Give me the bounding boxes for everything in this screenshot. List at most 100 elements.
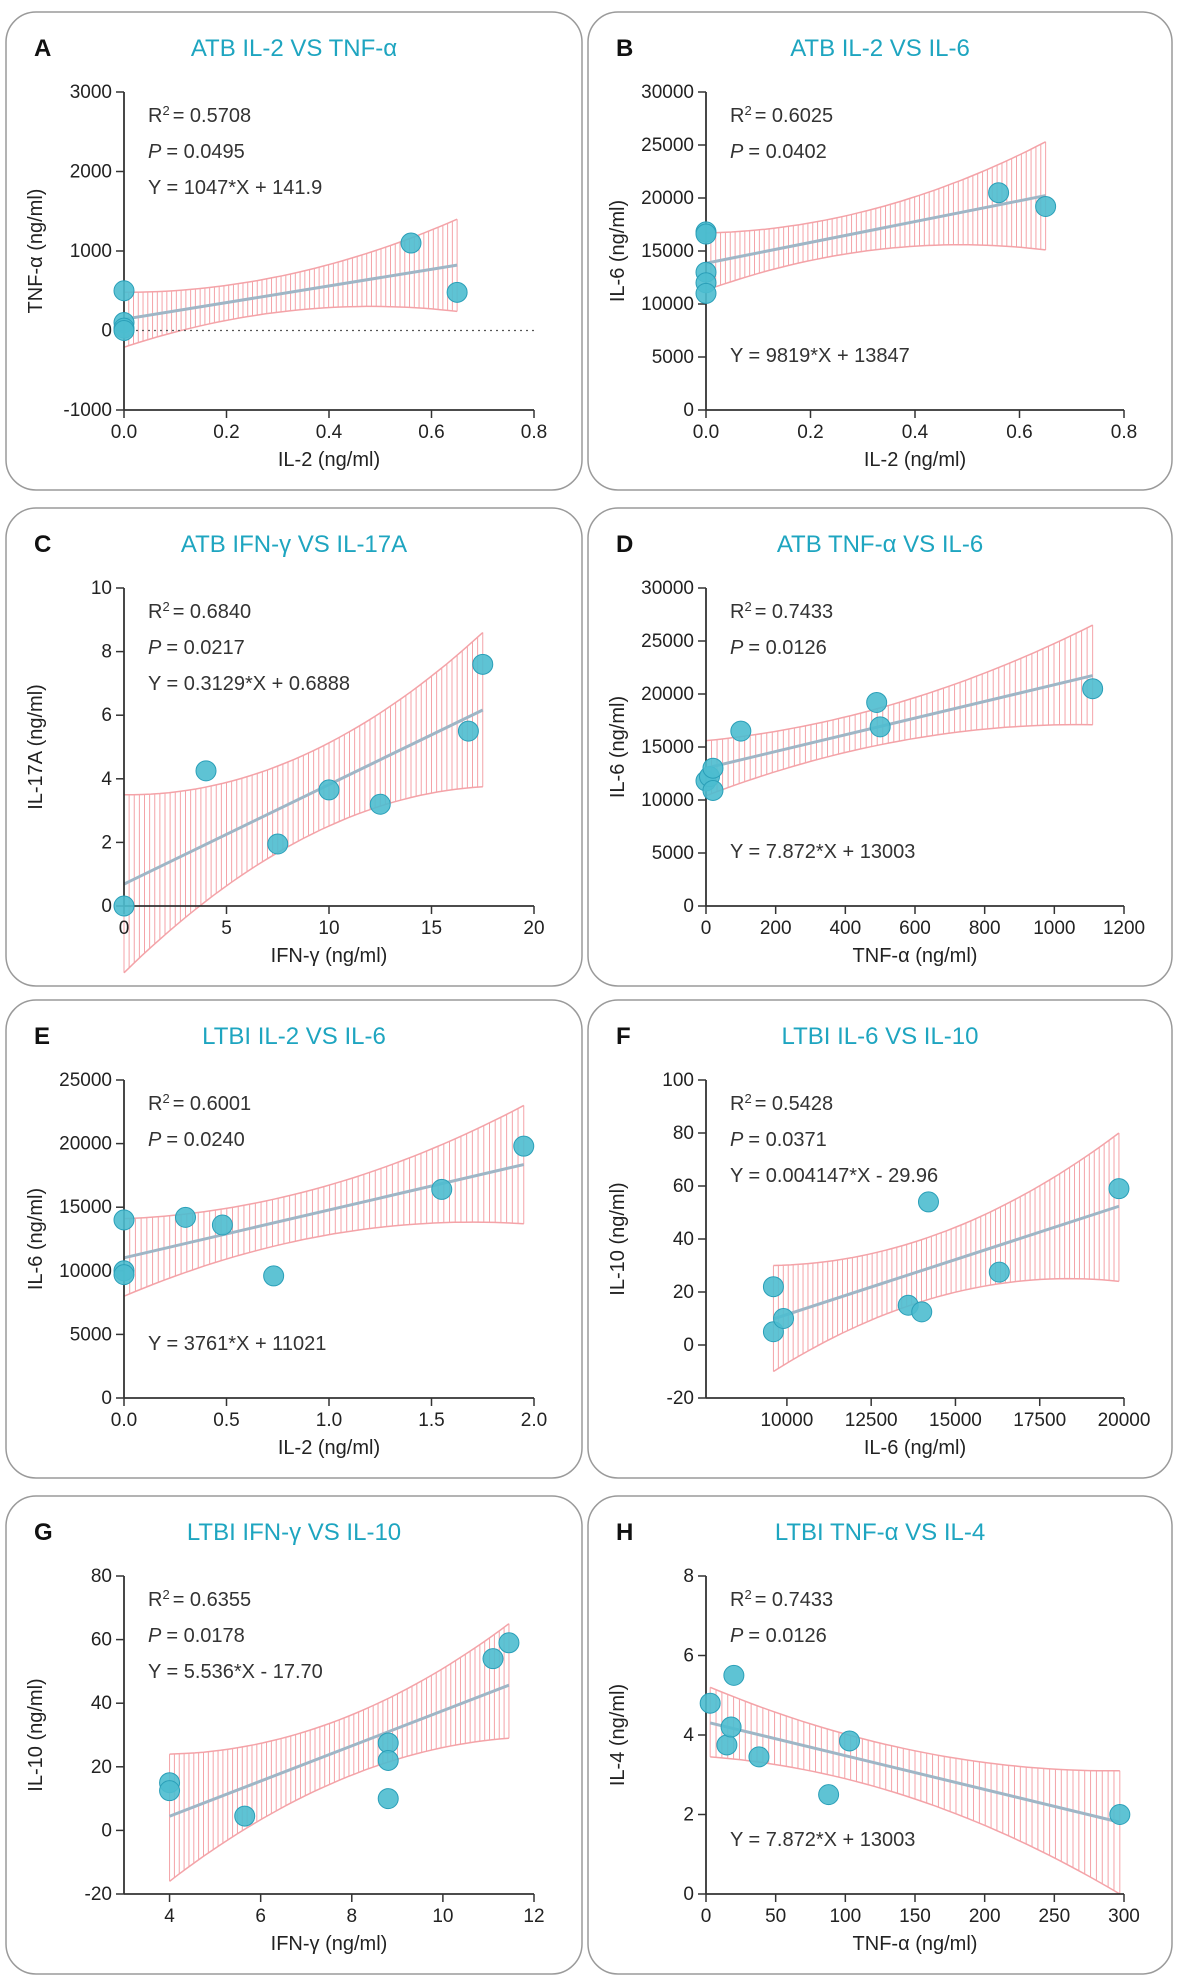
x-tick-label: 150 (899, 1906, 931, 1927)
panel-label: G (34, 1519, 53, 1546)
y-axis-label: IL-10 (ng/ml) (25, 1678, 47, 1791)
x-tick-label: 6 (255, 1906, 266, 1927)
panel-frame (5, 11, 583, 491)
data-point (702, 757, 724, 779)
data-point (716, 1734, 738, 1756)
confidence-lower-curve (705, 244, 1046, 291)
x-tick-label: 17500 (1013, 1410, 1066, 1431)
x-tick-label: 10 (432, 1906, 453, 1927)
data-point (159, 1780, 181, 1802)
data-point (113, 280, 135, 302)
y-axis-label: IL-6 (ng/ml) (607, 200, 629, 302)
y-tick-label: 4 (101, 769, 112, 790)
x-axis-label: IL-2 (ng/ml) (278, 449, 380, 471)
r-squared-annotation: R2 = 0.6840 (148, 599, 251, 624)
r-squared-annotation: R2 = 0.5708 (148, 103, 251, 128)
panel-frame (5, 999, 583, 1479)
x-tick-label: 15000 (929, 1410, 982, 1431)
x-tick-label: 15 (421, 918, 442, 939)
regression-line (123, 708, 484, 886)
equation-annotation: Y = 7.872*X + 13003 (730, 1829, 915, 1851)
x-tick-label: 0.6 (418, 422, 444, 443)
panel-frame (587, 1495, 1173, 1975)
y-tick-label: 0 (101, 321, 112, 342)
x-tick-label: 0.8 (521, 422, 547, 443)
regression-line (705, 674, 1093, 770)
y-tick-label: 20000 (641, 684, 694, 705)
p-value-annotation: P = 0.0240 (148, 1129, 245, 1151)
equation-annotation: Y = 7.872*X + 13003 (730, 841, 915, 863)
data-point (839, 1730, 861, 1752)
x-tick-label: 300 (1108, 1906, 1140, 1927)
x-tick-label: 100 (829, 1906, 861, 1927)
y-tick-label: 6 (101, 705, 112, 726)
panel-d: D ATB TNF-α VS IL-6 0 200 400 600 800 1000 1200 0… (587, 507, 1173, 987)
data-point (762, 1276, 784, 1298)
confidence-upper-curve (773, 1132, 1120, 1267)
y-tick-label: 5000 (652, 347, 694, 368)
equation-annotation: Y = 0.004147*X - 29.96 (730, 1165, 938, 1187)
x-tick-label: 0.2 (797, 422, 823, 443)
y-tick-label: 0 (683, 896, 694, 917)
panel-label: A (34, 35, 51, 62)
y-tick-label: 0 (683, 1884, 694, 1905)
data-point (1035, 195, 1057, 217)
x-tick-label: 1.5 (418, 1410, 444, 1431)
data-point (695, 282, 717, 304)
regression-line (705, 194, 1046, 265)
data-point (773, 1308, 795, 1329)
panel-b: B ATB IL-2 VS IL-6 0.0 0.2 0.4 0.6 0.8 0 5000 100… (587, 11, 1173, 491)
confidence-upper-curve (124, 631, 484, 796)
data-point (723, 1664, 745, 1686)
r-squared-annotation: R2 = 0.7433 (730, 599, 833, 624)
data-point (113, 1209, 135, 1231)
panel-h: H LTBI TNF-α VS IL-4 0 50 100 150 200 250 300 0 2 4… (587, 1495, 1173, 1975)
chart-title: ATB TNF-α VS IL-6 (777, 531, 983, 558)
x-tick-label: 0.4 (902, 422, 929, 443)
y-tick-label: 25000 (641, 631, 694, 652)
confidence-lower-curve (710, 1756, 1121, 1895)
y-tick-label: -1000 (63, 400, 112, 421)
data-point (818, 1784, 840, 1806)
x-tick-label: 10000 (760, 1410, 813, 1431)
y-axis-label: TNF-α (ng/ml) (25, 189, 47, 314)
y-tick-label: 10 (91, 578, 112, 599)
data-point (748, 1746, 770, 1768)
x-axis-label: IFN-γ (ng/ml) (271, 1933, 388, 1955)
x-tick-label: 2.0 (521, 1410, 547, 1431)
data-point (113, 1264, 135, 1286)
y-tick-label: 40 (673, 1229, 694, 1250)
data-point (988, 1261, 1010, 1283)
x-tick-label: 0.0 (111, 422, 137, 443)
y-tick-label: 10000 (59, 1261, 112, 1282)
data-point (1108, 1178, 1130, 1200)
y-tick-label: 8 (683, 1566, 694, 1587)
data-point (730, 720, 752, 742)
equation-annotation: Y = 5.536*X - 17.70 (148, 1661, 323, 1683)
panel-c: C ATB IFN-γ VS IL-17A 0 5 10 15 20 0 2 4 6 8 10 IFN-γ… (5, 507, 583, 987)
y-tick-label: 10000 (641, 790, 694, 811)
x-tick-label: 400 (829, 918, 861, 939)
confidence-upper-curve (705, 624, 1094, 742)
data-point (377, 1749, 399, 1771)
data-point (211, 1214, 233, 1236)
x-tick-label: 50 (765, 1906, 786, 1927)
data-point (911, 1301, 933, 1323)
x-tick-label: 1200 (1103, 918, 1145, 939)
p-value-annotation: P = 0.0178 (148, 1625, 245, 1647)
x-tick-label: 0.0 (111, 1410, 137, 1431)
regression-line (123, 263, 458, 321)
data-point (702, 779, 724, 801)
y-tick-label: 0 (101, 1820, 112, 1841)
y-axis-label: IL-6 (ng/ml) (607, 696, 629, 798)
panel-f: F LTBI IL-6 VS IL-10 10000 12500 15000 17500 2… (587, 999, 1173, 1479)
y-tick-label: 20000 (641, 188, 694, 209)
x-axis-label: IL-6 (ng/ml) (864, 1437, 966, 1459)
data-point (1082, 678, 1104, 700)
y-tick-label: 80 (673, 1123, 694, 1144)
equation-annotation: Y = 0.3129*X + 0.6888 (148, 673, 350, 695)
data-point (113, 895, 135, 917)
panel-frame (587, 999, 1173, 1479)
y-tick-label: 60 (673, 1176, 694, 1197)
regression-line (709, 1721, 1121, 1824)
